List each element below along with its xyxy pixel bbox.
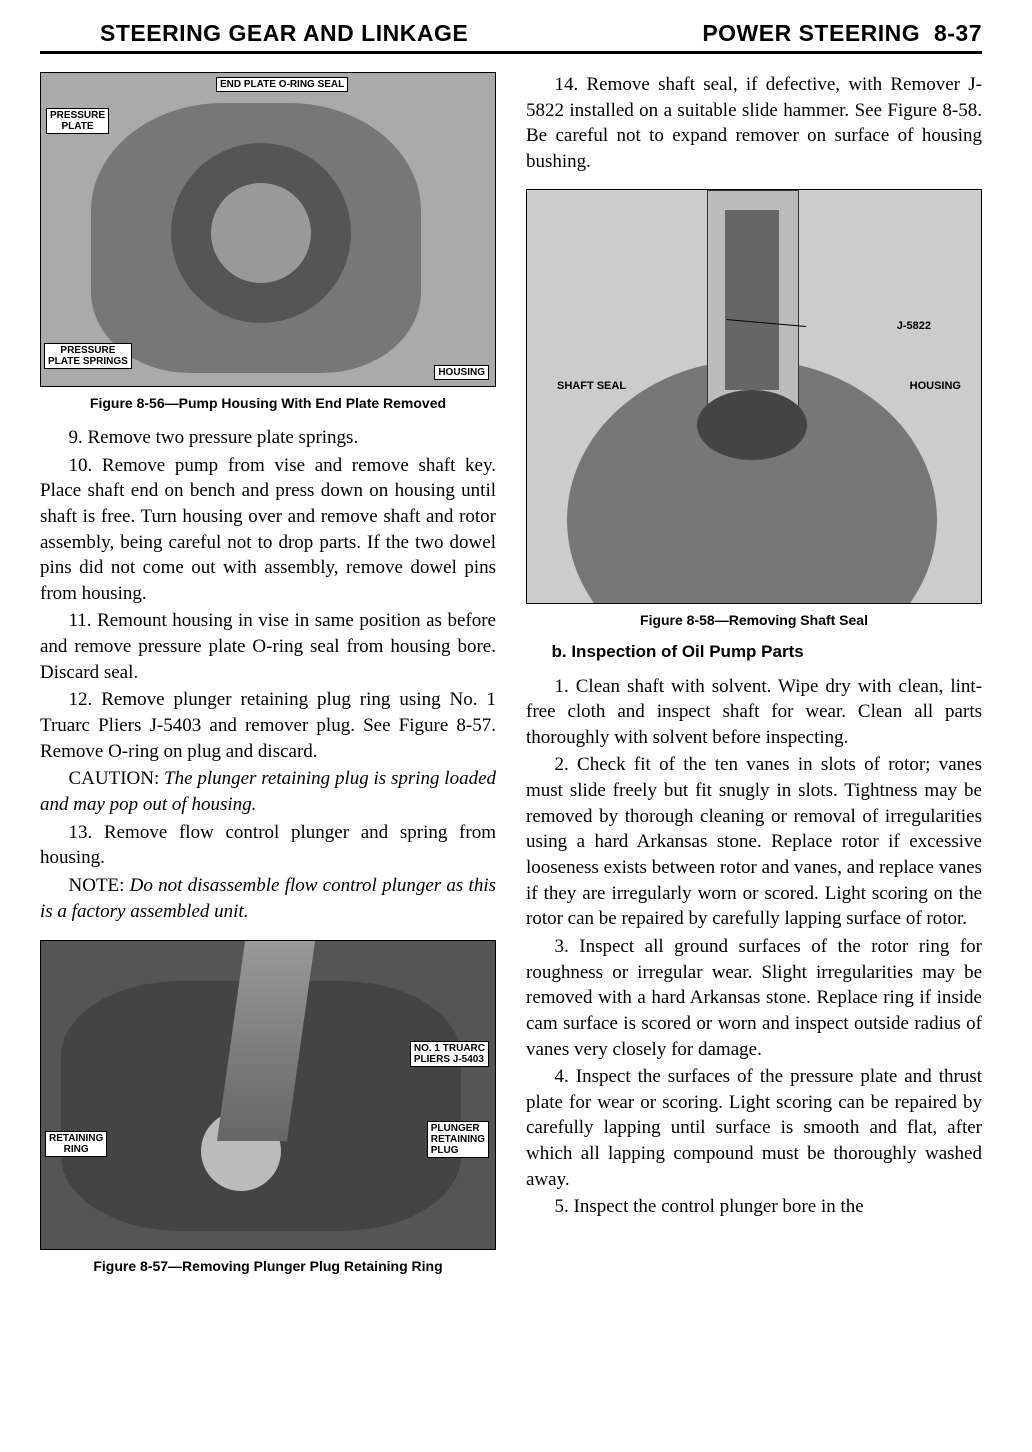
inspect-1: 1. Clean shaft with solvent. Wipe dry wi… [526,674,982,751]
two-column-layout: PRESSURE PLATE END PLATE O-RING SEAL PRE… [40,72,982,1288]
inspect-3: 3. Inspect all ground surfaces of the ro… [526,934,982,1062]
subhead-b: b. Inspection of Oil Pump Parts [526,642,982,662]
figure-8-57: RETAINING RING NO. 1 TRUARC PLIERS J-540… [40,940,496,1274]
page-header: STEERING GEAR AND LINKAGE POWER STEERING… [40,20,982,54]
step-11: 11. Remount housing in vise in same posi… [40,608,496,685]
label-end-plate-seal: END PLATE O-RING SEAL [216,77,348,92]
figure-8-57-caption: Figure 8-57—Removing Plunger Plug Retain… [40,1258,496,1274]
step-13: 13. Remove flow control plunger and spri… [40,820,496,871]
label-truarc-pliers: NO. 1 TRUARC PLIERS J-5403 [410,1041,489,1067]
figure-8-56-image: PRESSURE PLATE END PLATE O-RING SEAL PRE… [40,72,496,387]
label-housing-56: HOUSING [434,365,489,380]
note-lead: NOTE: [69,875,125,896]
rotor-shape [211,183,311,283]
left-body-text: 9. Remove two pressure plate springs. 10… [40,425,496,924]
tool-inner-shape [725,210,779,390]
label-shaft-seal: SHAFT SEAL [557,380,626,392]
label-housing-58: HOUSING [910,380,961,392]
label-tool-j5822: J-5822 [897,320,931,332]
right-bottom-text: 1. Clean shaft with solvent. Wipe dry wi… [526,674,982,1220]
figure-8-56-caption: Figure 8-56—Pump Housing With End Plate … [40,395,496,411]
step-9: 9. Remove two pressure plate springs. [40,425,496,451]
caution-text: CAUTION: The plunger retaining plug is s… [40,766,496,817]
figure-8-57-image: RETAINING RING NO. 1 TRUARC PLIERS J-540… [40,940,496,1250]
seal-shape [697,390,807,460]
header-left-title: STEERING GEAR AND LINKAGE [100,20,468,47]
figure-8-58: J-5822 SHAFT SEAL HOUSING Figure 8-58—Re… [526,189,982,628]
left-column: PRESSURE PLATE END PLATE O-RING SEAL PRE… [40,72,496,1288]
figure-8-58-caption: Figure 8-58—Removing Shaft Seal [526,612,982,628]
label-pressure-plate: PRESSURE PLATE [46,108,109,134]
figure-8-58-image: J-5822 SHAFT SEAL HOUSING [526,189,982,604]
page-number: 8-37 [934,20,982,46]
step-10: 10. Remove pump from vise and remove sha… [40,453,496,607]
inspect-4: 4. Inspect the surfaces of the pressure … [526,1064,982,1192]
header-right: POWER STEERING 8-37 [702,20,982,47]
label-plunger-plug: PLUNGER RETAINING PLUG [427,1121,489,1158]
header-right-title: POWER STEERING [702,20,920,46]
label-pressure-plate-springs: PRESSURE PLATE SPRINGS [44,343,132,369]
note-text: NOTE: Do not disassemble flow control pl… [40,873,496,924]
step-14: 14. Remove shaft seal, if defective, wit… [526,72,982,175]
right-top-text: 14. Remove shaft seal, if defective, wit… [526,72,982,175]
inspect-5: 5. Inspect the control plunger bore in t… [526,1194,982,1220]
manual-page: STEERING GEAR AND LINKAGE POWER STEERING… [0,0,1032,1452]
caution-lead: CAUTION: [69,768,160,789]
inspect-2: 2. Check fit of the ten vanes in slots o… [526,752,982,931]
label-retaining-ring: RETAINING RING [45,1131,107,1157]
figure-8-56: PRESSURE PLATE END PLATE O-RING SEAL PRE… [40,72,496,411]
right-column: 14. Remove shaft seal, if defective, wit… [526,72,982,1288]
step-12: 12. Remove plunger retaining plug ring u… [40,687,496,764]
